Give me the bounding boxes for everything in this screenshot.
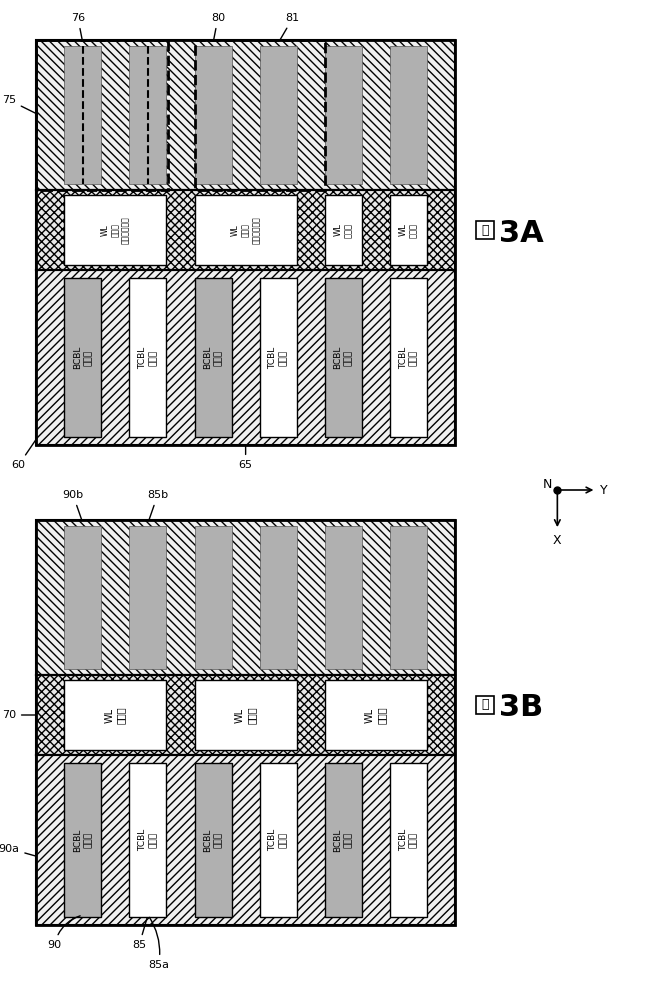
Text: 75: 75 — [2, 95, 37, 114]
Text: WL
解码器: WL 解码器 — [235, 706, 256, 724]
Bar — [129, 763, 167, 917]
Bar — [36, 40, 455, 190]
Text: TCBL
解码器: TCBL 解码器 — [399, 829, 418, 851]
Bar — [390, 763, 427, 917]
Text: TCBL
解码器: TCBL 解码器 — [269, 829, 288, 851]
Bar — [65, 526, 101, 669]
Text: 85a: 85a — [148, 917, 169, 970]
Text: BCBL
解码器: BCBL 解码器 — [333, 346, 353, 369]
Text: 81: 81 — [280, 13, 300, 41]
Text: 90a: 90a — [0, 844, 36, 856]
Bar — [36, 520, 455, 675]
Text: 图: 图 — [481, 224, 489, 236]
Text: WL
解码器: WL 解码器 — [399, 223, 418, 237]
Text: 图: 图 — [481, 698, 489, 712]
Bar — [390, 195, 427, 265]
Bar — [65, 195, 167, 265]
Text: BCBL
解码器: BCBL 解码器 — [73, 828, 92, 852]
Bar — [129, 526, 167, 669]
Text: 60: 60 — [12, 437, 37, 470]
Bar — [325, 680, 427, 750]
Bar — [65, 46, 101, 184]
Text: 3B: 3B — [499, 694, 543, 722]
Bar — [260, 278, 297, 437]
Bar — [65, 680, 167, 750]
Bar — [390, 278, 427, 437]
Text: BCBL
解码器: BCBL 解码器 — [203, 828, 223, 852]
Bar — [194, 680, 297, 750]
Bar — [325, 278, 362, 437]
Bar — [260, 46, 297, 184]
Text: WL
解码器: WL 解码器 — [365, 706, 387, 724]
Bar — [260, 763, 297, 917]
Bar — [325, 763, 362, 917]
Bar — [36, 190, 455, 270]
Text: TCBL
解码器: TCBL 解码器 — [138, 829, 158, 851]
Text: 90: 90 — [48, 916, 80, 950]
Text: WL
解码器
底部单元阵列: WL 解码器 底部单元阵列 — [101, 216, 130, 244]
Text: 76: 76 — [71, 13, 85, 40]
Text: 90b: 90b — [63, 490, 83, 520]
Text: 80: 80 — [211, 13, 225, 40]
Text: 65: 65 — [238, 445, 253, 470]
Bar — [36, 270, 455, 445]
Text: WL
解码器: WL 解码器 — [105, 706, 126, 724]
Bar — [260, 526, 297, 669]
Bar — [194, 278, 231, 437]
Bar — [477, 696, 494, 714]
Text: 85b: 85b — [147, 490, 168, 520]
Text: TCBL
解码器: TCBL 解码器 — [399, 346, 418, 369]
Bar — [325, 46, 362, 184]
Text: TCBL
解码器: TCBL 解码器 — [269, 346, 288, 369]
Text: 70: 70 — [2, 710, 36, 720]
Text: WL
解码器: WL 解码器 — [333, 223, 353, 237]
Bar — [194, 195, 297, 265]
Bar — [194, 40, 325, 190]
Bar — [36, 755, 455, 925]
Text: Y: Y — [600, 484, 608, 496]
Text: BCBL
解码器: BCBL 解码器 — [203, 346, 223, 369]
Text: TCBL
解码器: TCBL 解码器 — [138, 346, 158, 369]
Text: 85: 85 — [132, 918, 147, 950]
Bar — [36, 675, 455, 755]
Bar — [36, 40, 169, 190]
Bar — [65, 763, 101, 917]
Bar — [325, 195, 362, 265]
Bar — [36, 40, 455, 445]
Text: N: N — [543, 478, 552, 490]
Bar — [477, 221, 494, 239]
Bar — [390, 46, 427, 184]
Text: WL
解码器
顶部单元阵列: WL 解码器 顶部单元阵列 — [231, 216, 260, 244]
Bar — [129, 278, 167, 437]
Bar — [36, 520, 455, 925]
Text: BCBL
解码器: BCBL 解码器 — [73, 346, 92, 369]
Bar — [390, 526, 427, 669]
Bar — [65, 278, 101, 437]
Text: BCBL
解码器: BCBL 解码器 — [333, 828, 353, 852]
Bar — [194, 46, 231, 184]
Bar — [194, 763, 231, 917]
Bar — [129, 46, 167, 184]
Bar — [325, 526, 362, 669]
Bar — [194, 526, 231, 669]
Text: 3A: 3A — [499, 219, 544, 247]
Text: X: X — [553, 534, 561, 546]
